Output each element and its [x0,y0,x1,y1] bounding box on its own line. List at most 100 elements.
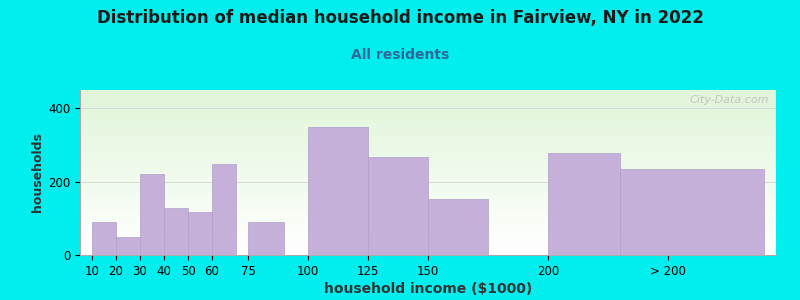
Bar [80,108,776,110]
Bar [80,230,776,232]
Bar [80,110,776,111]
Bar [80,171,776,172]
Bar [80,225,776,227]
Bar [80,219,776,220]
Bar [248,222,284,255]
Bar [80,184,776,186]
Bar [80,144,776,146]
Bar [80,217,776,219]
Bar [80,192,776,194]
Bar [164,208,188,255]
Bar [80,179,776,181]
Bar [140,174,164,255]
Bar [80,235,776,237]
Bar [80,197,776,199]
Bar [80,116,776,118]
Bar [80,209,776,211]
Bar [80,113,776,115]
Bar [80,153,776,154]
Bar [80,232,776,233]
Bar [80,124,776,126]
Bar [80,196,776,197]
Bar [80,105,776,106]
Bar [80,248,776,250]
Bar [80,214,776,215]
Bar [80,247,776,248]
Bar [80,154,776,156]
Bar [80,202,776,204]
Bar [80,90,776,92]
Bar [80,141,776,143]
Bar [80,140,776,141]
Bar [80,95,776,97]
Bar [80,166,776,167]
Bar [80,181,776,182]
Bar [80,212,776,214]
Bar [80,148,776,149]
Bar [80,93,776,95]
Bar [80,136,776,138]
Bar [80,233,776,235]
Bar [80,237,776,238]
Bar [80,174,776,176]
Bar [80,229,776,230]
Bar [80,204,776,206]
Bar [80,121,776,123]
Bar [80,199,776,200]
Bar [80,98,776,100]
Bar [80,222,776,224]
Bar [80,240,776,242]
Bar [80,177,776,179]
Bar [80,123,776,124]
Bar [80,224,776,225]
Bar [80,227,776,229]
Bar [92,222,116,255]
Bar [80,206,776,207]
Bar [80,131,776,133]
Bar [80,101,776,103]
Bar [80,169,776,171]
Text: City-Data.com: City-Data.com [690,95,769,105]
Bar [80,120,776,121]
Bar [80,111,776,113]
Bar [80,97,776,98]
Bar [368,157,428,255]
Bar [80,146,776,148]
Bar [80,252,776,253]
Bar [212,164,236,255]
Bar [80,163,776,164]
Y-axis label: households: households [31,133,44,212]
Bar [80,244,776,245]
Bar [80,167,776,169]
Bar [80,149,776,151]
Bar [80,194,776,196]
Bar [80,191,776,192]
Bar [80,215,776,217]
Bar [80,115,776,116]
Bar [80,156,776,158]
Bar [80,187,776,189]
Bar [308,128,368,255]
Bar [116,237,140,255]
Bar [80,220,776,222]
Bar [80,118,776,120]
Bar [80,176,776,177]
Bar [80,253,776,255]
Bar [80,250,776,252]
Bar [80,138,776,140]
Bar [620,169,764,255]
Bar [80,182,776,184]
Bar [80,151,776,153]
Bar [80,92,776,93]
Bar [428,199,488,255]
Text: All residents: All residents [351,48,449,62]
Bar [80,161,776,163]
X-axis label: household income ($1000): household income ($1000) [324,282,532,296]
Bar [80,106,776,108]
Bar [80,242,776,244]
Bar [80,238,776,240]
Bar [80,159,776,161]
Bar [548,153,620,255]
Bar [80,172,776,174]
Bar [188,212,212,255]
